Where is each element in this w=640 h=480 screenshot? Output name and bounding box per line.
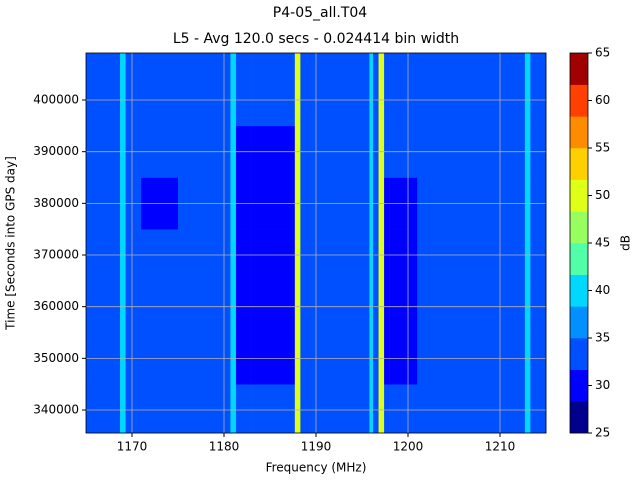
colorbar-segment (570, 211, 588, 244)
colorbar-tick-label: 40 (595, 283, 610, 297)
colorbar-tick-label: 65 (595, 46, 610, 60)
heatmap-cell (384, 384, 390, 434)
colorbar-segment (570, 84, 588, 117)
heatmap-cell (300, 384, 317, 434)
heatmap-cell (235, 384, 252, 434)
heatmap-cell (316, 384, 370, 434)
heatmap-cell (86, 384, 121, 434)
colorbar-segment (570, 274, 588, 307)
y-tick-label: 390000 (33, 144, 79, 158)
heatmap-cell (417, 53, 526, 127)
heatmap-cell (230, 53, 237, 127)
heatmap-cell (178, 384, 231, 434)
chart-subtitle: L5 - Avg 120.0 secs - 0.024414 bin width (173, 31, 459, 47)
y-axis-label: Time [Seconds into GPS day] (4, 156, 18, 331)
chart-title: P4-05_all.T04 (273, 5, 367, 21)
x-tick-label: 1170 (117, 440, 148, 454)
heatmap-cell (141, 384, 179, 434)
colorbar-tick-label: 25 (595, 426, 610, 440)
x-axis-label: Frequency (MHz) (266, 461, 367, 475)
heatmap-cell (389, 384, 418, 434)
heatmap-cell (530, 53, 547, 127)
x-tick-label: 1210 (485, 440, 516, 454)
heatmap-cell (251, 384, 296, 434)
heatmap-cell (389, 53, 418, 127)
colorbar-segment (570, 306, 588, 339)
heatmap-cell (235, 53, 252, 127)
heatmap-cell (524, 53, 531, 127)
heatmap-cell (86, 53, 121, 127)
colorbar-segment (570, 369, 588, 402)
heatmap-cell (373, 53, 379, 127)
colorbar-tick-label: 30 (595, 378, 610, 392)
y-tick-label: 350000 (33, 351, 79, 365)
x-tick-label: 1200 (393, 440, 424, 454)
x-tick-label: 1190 (301, 440, 332, 454)
colorbar-segment (570, 243, 588, 275)
heatmap-cell (294, 384, 301, 434)
heatmap-cell (120, 384, 126, 434)
y-tick-label: 370000 (33, 248, 79, 262)
heatmap-cell (369, 53, 374, 127)
heatmap-cell (417, 384, 526, 434)
heatmap-cell (141, 53, 179, 127)
heatmap-cell (294, 53, 301, 127)
heatmap-cell (369, 384, 374, 434)
colorbar-segment (570, 116, 588, 149)
colorbar-segment (570, 148, 588, 180)
heatmap-cell (524, 384, 531, 434)
heatmap-cell (251, 53, 296, 127)
colorbar-tick-label: 50 (595, 188, 610, 202)
y-tick-label: 380000 (33, 196, 79, 210)
heatmap-cell (178, 53, 231, 127)
heatmap-cell (384, 53, 390, 127)
colorbar-tick-label: 60 (595, 93, 610, 107)
heatmap-cell (230, 384, 237, 434)
heatmap-cell (120, 53, 126, 127)
heatmap-cell (378, 53, 385, 127)
colorbar-segment (570, 53, 588, 85)
heatmap-cell (125, 384, 142, 434)
colorbar-tick-label: 35 (595, 331, 610, 345)
heatmap-cell (125, 53, 142, 127)
heatmap-cell (300, 53, 317, 127)
colorbar-segment (570, 179, 588, 212)
y-tick-label: 400000 (33, 93, 79, 107)
colorbar-tick-label: 55 (595, 141, 610, 155)
colorbar-segment (570, 338, 588, 370)
colorbar-segment (570, 401, 588, 434)
heatmap-cell (316, 53, 370, 127)
heatmap-cell (530, 384, 547, 434)
y-tick-label: 360000 (33, 299, 79, 313)
x-tick-label: 1180 (209, 440, 240, 454)
y-tick-label: 340000 (33, 403, 79, 417)
heatmap-cell (373, 384, 379, 434)
colorbar-label: dB (619, 235, 633, 251)
colorbar-tick-label: 45 (595, 236, 610, 250)
heatmap-cell (378, 384, 385, 434)
